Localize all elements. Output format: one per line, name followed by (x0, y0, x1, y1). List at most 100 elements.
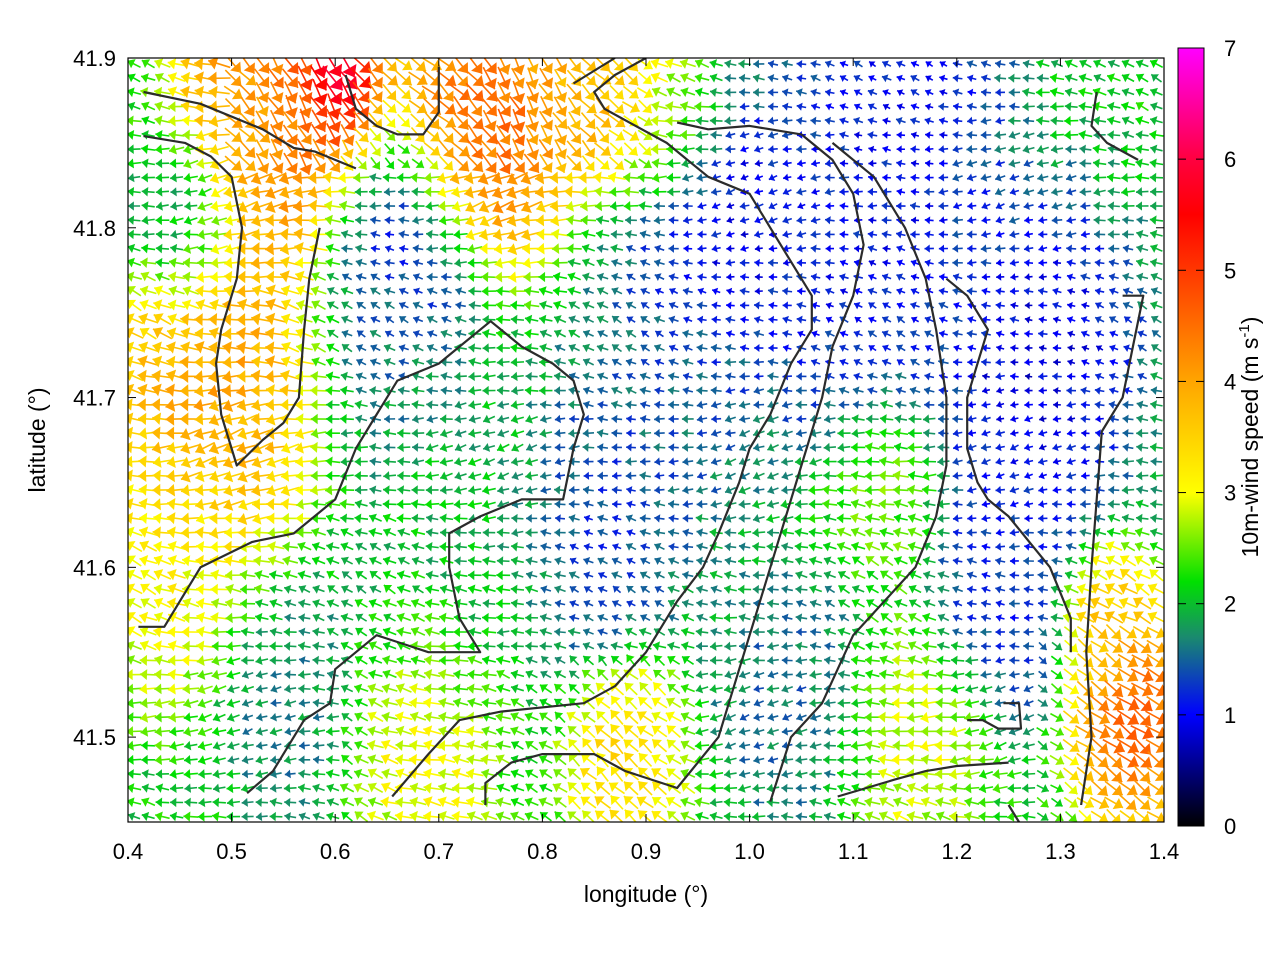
wind-arrow (1036, 59, 1050, 69)
x-tick-label: 1.1 (838, 839, 869, 864)
wind-arrow (383, 128, 396, 142)
wind-arrow (540, 95, 554, 118)
wind-arrow (1092, 144, 1107, 154)
wind-arrow (680, 72, 696, 83)
wind-arrow (1079, 59, 1092, 69)
wind-arrow (255, 152, 270, 174)
wind-arrow (767, 88, 779, 97)
wind-arrow (480, 140, 498, 159)
wind-arrow (839, 75, 849, 82)
wind-arrow (767, 74, 779, 83)
wind-arrow (255, 139, 269, 160)
wind-arrow (939, 89, 948, 97)
wind-arrow (754, 116, 764, 125)
wind-arrow (497, 81, 511, 104)
wind-arrow (796, 159, 806, 168)
wind-arrow (680, 129, 696, 141)
wind-arrow (479, 125, 499, 145)
wind-arrow (555, 58, 568, 75)
wind-arrow (1050, 116, 1064, 126)
wind-arrow (224, 141, 242, 158)
wind-arrow (754, 159, 763, 167)
wind-arrow (270, 123, 284, 147)
wind-arrow (740, 145, 749, 153)
x-tick-label: 0.5 (216, 839, 247, 864)
wind-arrow (1036, 73, 1049, 83)
wind-arrow (1107, 59, 1120, 69)
wind-arrow (238, 70, 257, 86)
wind-arrow (782, 74, 793, 83)
wind-arrow (910, 103, 920, 111)
wind-arrow (825, 130, 835, 139)
wind-arrow (170, 172, 184, 183)
wind-arrow (311, 153, 326, 174)
wind-arrow (1064, 130, 1079, 140)
wind-arrow (638, 99, 653, 114)
wind-arrow (980, 88, 992, 97)
wind-arrow (1022, 87, 1036, 97)
wind-arrow (369, 127, 382, 143)
wind-arrow (369, 141, 382, 157)
wind-arrow (1093, 116, 1107, 126)
wind-arrow (868, 145, 877, 154)
wind-arrow (1050, 101, 1064, 112)
x-tick-label: 0.8 (527, 839, 558, 864)
wind-arrow (739, 88, 751, 97)
wind-arrow (994, 59, 1006, 69)
wind-arrow (141, 144, 156, 155)
wind-arrow (526, 58, 539, 75)
wind-arrow (353, 127, 370, 143)
colorbar-tick-label: 7 (1224, 36, 1236, 61)
wind-arrow (353, 94, 370, 119)
wind-arrow (910, 89, 920, 97)
wind-arrow (938, 102, 949, 111)
wind-arrow (796, 102, 807, 111)
colorbar-tick-label: 3 (1224, 481, 1236, 506)
wind-arrow (952, 116, 963, 125)
wind-arrow (1049, 87, 1065, 98)
wind-arrow (480, 96, 498, 117)
wind-arrow (1106, 73, 1121, 83)
wind-arrow (477, 172, 501, 185)
wind-arrow (1078, 87, 1093, 98)
wind-arrow (1121, 73, 1135, 83)
wind-arrow (980, 130, 992, 140)
wind-arrow (369, 58, 384, 75)
wind-arrow (482, 66, 497, 90)
wind-arrow (396, 85, 412, 100)
x-tick-label: 1.4 (1149, 839, 1180, 864)
wind-arrow (467, 96, 483, 117)
wind-arrow (554, 82, 567, 103)
wind-arrow (995, 159, 1005, 168)
colorbar-tick-label: 4 (1224, 369, 1236, 394)
wind-arrow (939, 159, 948, 168)
wind-arrow (438, 82, 455, 102)
wind-arrow (183, 172, 198, 183)
wind-arrow (867, 103, 877, 111)
wind-arrow (1008, 116, 1021, 126)
x-tick-label: 1.0 (734, 839, 765, 864)
wind-arrow (665, 115, 682, 127)
wind-arrow (1023, 116, 1035, 126)
wind-arrow (896, 159, 906, 168)
wind-arrow (238, 127, 257, 143)
wind-arrow (739, 116, 750, 125)
wind-arrow (539, 153, 553, 173)
wind-arrow (141, 115, 156, 126)
wind-arrow (781, 88, 793, 97)
wind-arrow (554, 124, 568, 146)
wind-arrow (868, 60, 877, 68)
wind-arrow (1107, 101, 1121, 112)
x-tick-label: 0.4 (113, 839, 144, 864)
wind-arrow (355, 140, 368, 158)
wind-arrow (540, 124, 553, 146)
plot-area (127, 57, 1165, 823)
wind-arrow (608, 129, 626, 141)
wind-arrow (650, 115, 668, 127)
wind-arrow (767, 159, 779, 168)
wind-arrow (267, 67, 285, 89)
wind-arrow (981, 74, 991, 83)
wind-arrow (839, 103, 849, 111)
wind-arrow (436, 98, 457, 115)
